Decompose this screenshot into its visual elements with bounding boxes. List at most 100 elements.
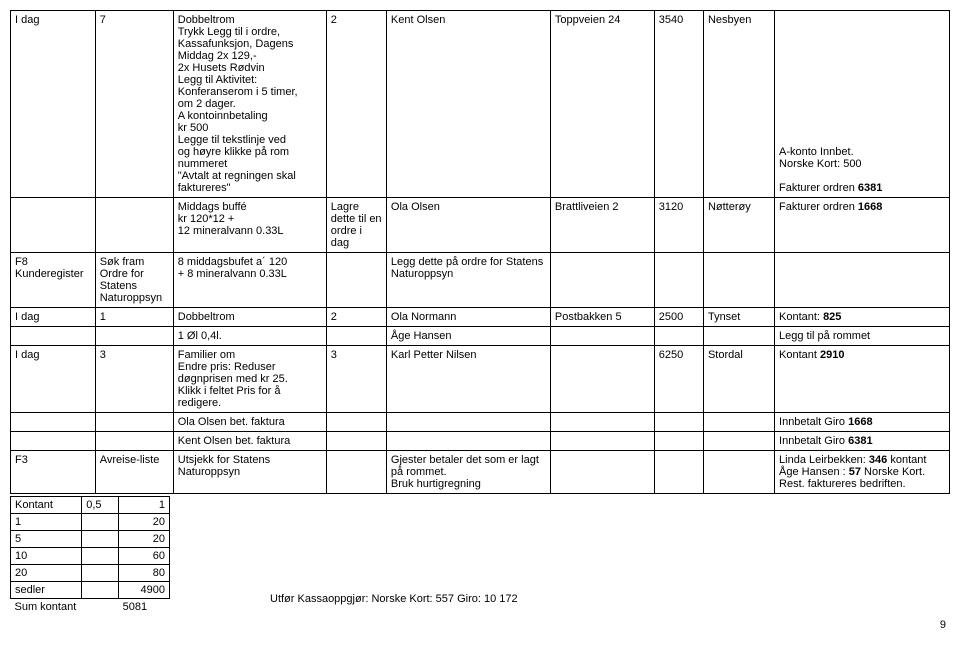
table-row: F8KunderegisterSøk fram Ordre for Staten… [11, 253, 950, 308]
cell: Ola Olsen bet. faktura [173, 413, 326, 432]
cell [654, 327, 703, 346]
cell: F3 [11, 451, 96, 494]
cell: Sum kontant [11, 599, 119, 616]
cell: Legg dette på ordre for Statens Naturopp… [386, 253, 550, 308]
table-row: F3Avreise-listeUtsjekk for Statens Natur… [11, 451, 950, 494]
cell [95, 413, 173, 432]
cell [11, 413, 96, 432]
cash-row: 10 60 [11, 548, 170, 565]
cell: 2500 [654, 308, 703, 327]
main-table: I dag7DobbeltromTrykk Legg til i ordre,K… [10, 10, 950, 494]
cell: A-konto Innbet.Norske Kort: 500Fakturer … [775, 11, 950, 198]
cell [11, 327, 96, 346]
cell: F8Kunderegister [11, 253, 96, 308]
table-row: I dag1Dobbeltrom2Ola NormannPostbakken 5… [11, 308, 950, 327]
table-row: I dag3Familier omEndre pris: Reduserdøgn… [11, 346, 950, 413]
cell [703, 327, 774, 346]
cell: 0,5 [82, 497, 119, 514]
cell [82, 565, 119, 582]
cell: I dag [11, 11, 96, 198]
cell [703, 253, 774, 308]
cell: Karl Petter Nilsen [386, 346, 550, 413]
cell: Kontant 2910 [775, 346, 950, 413]
cell: Kontant: 825 [775, 308, 950, 327]
cell: 20 [11, 565, 82, 582]
table-row: 1 Øl 0,4l. Åge Hansen Legg til på rommet [11, 327, 950, 346]
cell [95, 198, 173, 253]
cell: Kontant [11, 497, 82, 514]
cell [550, 253, 654, 308]
cell [703, 413, 774, 432]
cell: 1 [11, 514, 82, 531]
cell [95, 432, 173, 451]
cell: Innbetalt Giro 1668 [775, 413, 950, 432]
cell: Innbetalt Giro 6381 [775, 432, 950, 451]
cell: 2 [326, 308, 386, 327]
cell: 60 [119, 548, 170, 565]
cash-table: Kontant0,5112052010602080sedler4900Sum k… [10, 496, 170, 615]
table-row: Ola Olsen bet. faktura Innbetalt Giro 166… [11, 413, 950, 432]
cell: Åge Hansen [386, 327, 550, 346]
cell [326, 451, 386, 494]
cell: Stordal [703, 346, 774, 413]
cell: 3 [326, 346, 386, 413]
cell: 7 [95, 11, 173, 198]
table-row: Middags buffékr 120*12 +12 mineralvann 0… [11, 198, 950, 253]
cell [703, 451, 774, 494]
cell [550, 451, 654, 494]
cell: Tynset [703, 308, 774, 327]
cell: Avreise-liste [95, 451, 173, 494]
cell: 1 [119, 497, 170, 514]
cell [654, 253, 703, 308]
cell: Søk fram Ordre for Statens Naturoppsyn [95, 253, 173, 308]
cell: 5 [11, 531, 82, 548]
cell: DobbeltromTrykk Legg til i ordre,Kassafu… [173, 11, 326, 198]
cell: 3540 [654, 11, 703, 198]
cash-row: 2080 [11, 565, 170, 582]
kassaoppgjor-line: Utfør Kassaoppgjør: Norske Kort: 557 Gir… [170, 593, 518, 615]
cell: Brattliveien 2 [550, 198, 654, 253]
cell: 20 [119, 514, 170, 531]
cell [386, 413, 550, 432]
cell: Legg til på rommet [775, 327, 950, 346]
cell: Ola Normann [386, 308, 550, 327]
cell [654, 451, 703, 494]
cell: 1 Øl 0,4l. [173, 327, 326, 346]
cell [82, 514, 119, 531]
cell: 80 [119, 565, 170, 582]
cell: 8 middagsbufet a´ 120+ 8 mineralvann 0.3… [173, 253, 326, 308]
cell [550, 346, 654, 413]
cell [11, 198, 96, 253]
cell [82, 582, 119, 599]
cell [82, 548, 119, 565]
cell: Kent Olsen [386, 11, 550, 198]
cell [326, 327, 386, 346]
table-row: I dag7DobbeltromTrykk Legg til i ordre,K… [11, 11, 950, 198]
cell: Linda Leirbekken: 346 kontantÅge Hansen … [775, 451, 950, 494]
cash-row: Sum kontant5081 [11, 599, 170, 616]
cell: 6250 [654, 346, 703, 413]
cell: Ola Olsen [386, 198, 550, 253]
cell [550, 327, 654, 346]
cell: 3120 [654, 198, 703, 253]
cell: Postbakken 5 [550, 308, 654, 327]
cell [654, 432, 703, 451]
cell: Nøtterøy [703, 198, 774, 253]
cash-row: 5 20 [11, 531, 170, 548]
cash-row: sedler4900 [11, 582, 170, 599]
cell: 10 [11, 548, 82, 565]
cell: Fakturer ordren 1668 [775, 198, 950, 253]
cell: 20 [119, 531, 170, 548]
cell [326, 413, 386, 432]
cell: 1 [95, 308, 173, 327]
cell [550, 413, 654, 432]
cell [11, 432, 96, 451]
cell [775, 253, 950, 308]
cell: Kent Olsen bet. faktura [173, 432, 326, 451]
cell [550, 432, 654, 451]
cell: Toppveien 24 [550, 11, 654, 198]
cell: 2 [326, 11, 386, 198]
cell: Utsjekk for Statens Naturoppsyn [173, 451, 326, 494]
cell: Lagre dette til en ordre i dag [326, 198, 386, 253]
page-number: 9 [10, 619, 950, 631]
